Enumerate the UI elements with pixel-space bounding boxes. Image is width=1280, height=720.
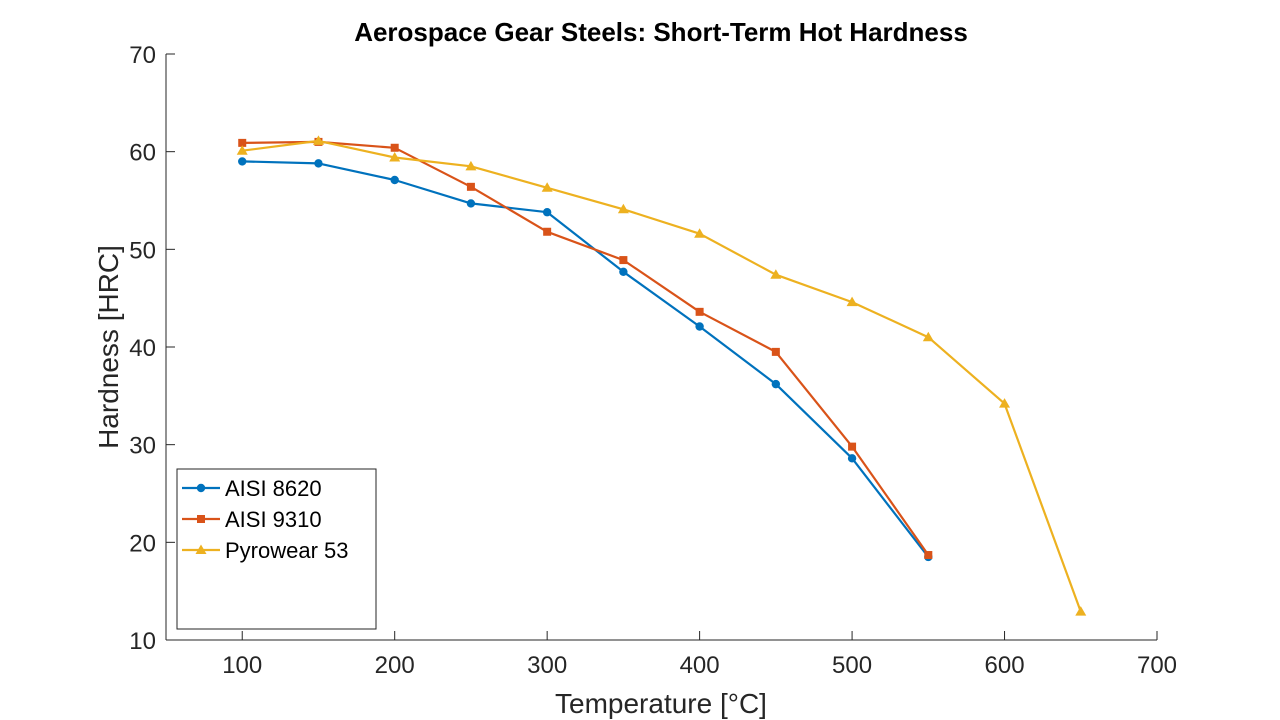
data-point xyxy=(466,199,476,208)
data-point xyxy=(390,175,399,185)
series-layer xyxy=(236,135,1087,616)
data-point xyxy=(617,203,629,214)
legend-item: Pyrowear 53 xyxy=(182,538,349,563)
legend-marker xyxy=(197,515,205,523)
data-point xyxy=(542,208,552,217)
series-1 xyxy=(238,157,933,562)
data-point xyxy=(846,296,858,307)
legend-label: AISI 8620 xyxy=(225,476,322,501)
series-3 xyxy=(236,135,1087,616)
legend-marker xyxy=(196,483,206,493)
data-point xyxy=(694,228,706,238)
x-axis: 100 200 300 400 500 600 700 xyxy=(222,631,1177,679)
data-point xyxy=(543,227,552,236)
data-point xyxy=(619,256,628,265)
data-point xyxy=(312,135,324,145)
x-tick-label: 500 xyxy=(832,652,872,679)
data-point xyxy=(465,160,477,171)
data-point xyxy=(695,307,704,316)
data-point xyxy=(771,347,780,356)
x-tick-label: 100 xyxy=(222,652,262,679)
x-axis-label: Temperature [°C] xyxy=(555,688,767,719)
chart-title: Aerospace Gear Steels: Short-Term Hot Ha… xyxy=(354,17,968,47)
legend-marker xyxy=(195,544,207,554)
y-tick-label: 70 xyxy=(129,42,156,69)
legend-label: AISI 9310 xyxy=(225,507,322,532)
data-point xyxy=(541,182,553,192)
data-point xyxy=(466,182,475,191)
series-2 xyxy=(238,137,933,560)
series-line xyxy=(242,139,1082,613)
data-point xyxy=(771,379,781,389)
data-point xyxy=(389,152,401,162)
y-tick-label: 10 xyxy=(129,628,156,655)
x-tick-label: 600 xyxy=(985,652,1025,679)
data-point xyxy=(922,331,934,342)
data-point xyxy=(847,454,857,463)
data-point xyxy=(924,551,933,560)
data-point xyxy=(390,143,399,152)
series-line xyxy=(242,160,930,558)
y-tick-label: 40 xyxy=(129,335,156,362)
y-tick-label: 20 xyxy=(129,530,156,557)
legend-item: AISI 8620 xyxy=(182,476,322,501)
data-point xyxy=(314,159,323,168)
y-tick-label: 60 xyxy=(129,140,156,167)
data-point xyxy=(1075,606,1087,616)
legend-label: Pyrowear 53 xyxy=(225,538,349,563)
data-point xyxy=(999,398,1011,408)
data-point xyxy=(238,138,247,147)
x-tick-label: 700 xyxy=(1137,652,1177,679)
y-tick-label: 30 xyxy=(129,433,156,460)
series-line xyxy=(242,140,930,556)
data-point xyxy=(848,442,857,451)
x-tick-label: 200 xyxy=(375,652,415,679)
data-point xyxy=(236,145,248,155)
y-axis: 10 20 30 40 50 60 70 xyxy=(129,42,175,655)
data-point xyxy=(619,267,628,276)
legend: AISI 8620 AISI 9310 Pyrowear 53 xyxy=(176,468,377,630)
legend-item: AISI 9310 xyxy=(182,507,322,532)
data-point xyxy=(238,157,247,166)
data-point xyxy=(695,322,704,331)
x-tick-label: 400 xyxy=(680,652,720,679)
x-tick-label: 300 xyxy=(527,652,567,679)
y-axis-label: Hardness [HRC] xyxy=(93,245,124,449)
data-point xyxy=(770,269,782,279)
y-tick-label: 50 xyxy=(129,237,156,264)
